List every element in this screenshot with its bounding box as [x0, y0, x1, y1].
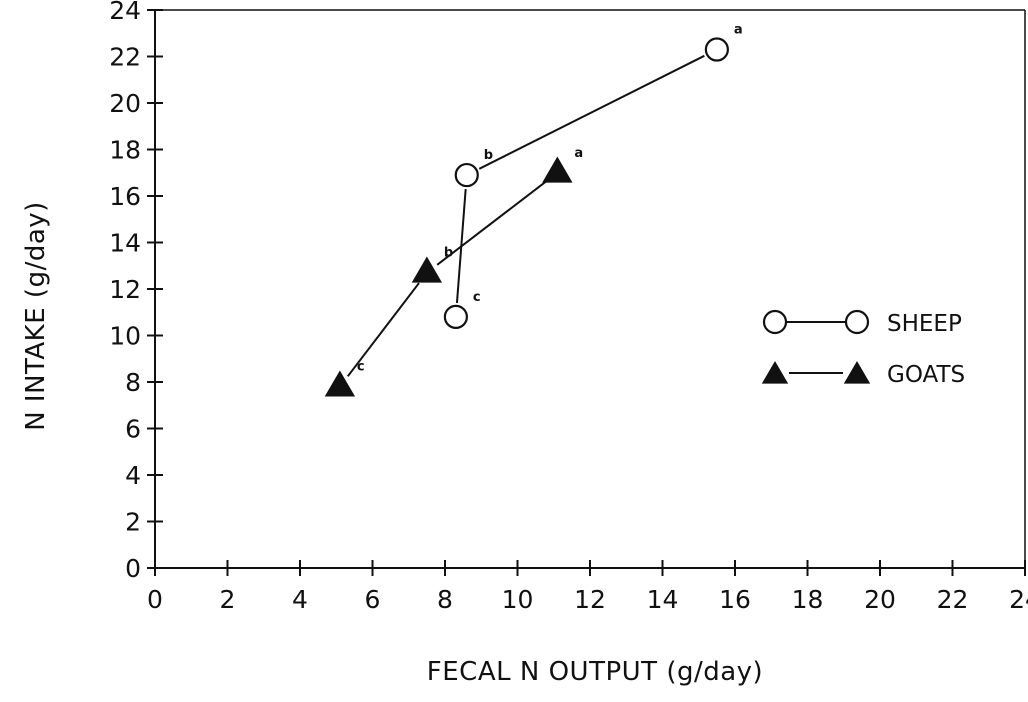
x-axis-label: FECAL N OUTPUT (g/day)	[427, 657, 763, 687]
x-tick-label: 24	[1009, 585, 1028, 614]
legend-item-goats: GOATS	[761, 360, 965, 388]
x-tick-label: 4	[292, 585, 308, 614]
legend-marker	[843, 360, 871, 384]
x-tick-label: 2	[220, 585, 236, 614]
goats-point	[411, 256, 443, 283]
x-tick-label: 0	[147, 585, 163, 614]
point-label: b	[444, 246, 453, 261]
y-tick-label: 8	[125, 368, 141, 397]
y-tick-label: 10	[109, 322, 141, 351]
x-tick-label: 12	[574, 585, 606, 614]
point-label: b	[484, 148, 493, 163]
x-tick-label: 20	[864, 585, 896, 614]
sheep-point	[443, 304, 468, 329]
y-tick-label: 4	[125, 461, 141, 490]
y-axis-label: N INTAKE (g/day)	[21, 201, 51, 431]
x-tick-label: 10	[502, 585, 534, 614]
goats-point	[324, 370, 356, 397]
legend-item-sheep: SHEEP	[762, 309, 962, 337]
goats-point	[542, 156, 573, 183]
x-tick-label: 18	[792, 585, 824, 614]
legend-label: SHEEP	[887, 311, 962, 337]
legend-marker	[761, 360, 789, 384]
sheep-point	[454, 162, 479, 188]
y-tick-label: 14	[109, 229, 141, 258]
y-tick-label: 2	[125, 508, 141, 537]
y-tick-label: 16	[109, 182, 141, 211]
point-label: c	[473, 290, 481, 305]
sheep-point	[704, 37, 729, 62]
series-goats: c b a	[324, 146, 583, 397]
y-tick-label: 18	[109, 136, 141, 165]
series-line-segment	[478, 54, 705, 170]
point-label: a	[734, 23, 743, 38]
series-sheep: c b a	[443, 23, 743, 329]
legend-marker	[762, 309, 788, 335]
x-tick-label: 22	[937, 585, 969, 614]
x-tick-label: 14	[647, 585, 679, 614]
series-line-segment	[436, 179, 548, 266]
y-tick-label: 24	[109, 0, 141, 25]
legend-marker	[844, 309, 870, 335]
x-tick-label: 16	[719, 585, 751, 614]
y-tick-label: 0	[125, 554, 141, 583]
series-line-segment	[346, 282, 420, 377]
point-label: c	[357, 360, 365, 375]
y-tick-label: 22	[109, 43, 141, 72]
y-tick-label: 12	[109, 275, 141, 304]
y-tick-label: 20	[109, 89, 141, 118]
y-tick-label: 6	[125, 415, 141, 444]
x-tick-label: 6	[365, 585, 381, 614]
legend-label: GOATS	[887, 362, 965, 388]
point-label: a	[574, 146, 583, 161]
x-tick-label: 8	[437, 585, 453, 614]
